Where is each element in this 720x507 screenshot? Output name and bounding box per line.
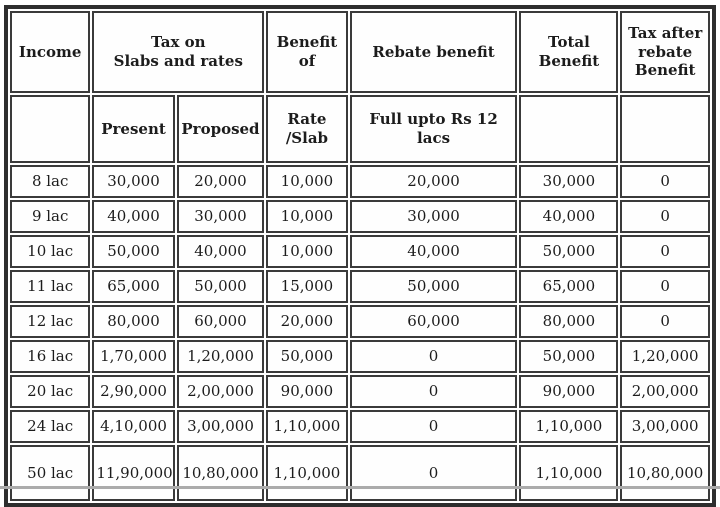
cell-income: 16 lac <box>10 340 91 373</box>
cell-total-benefit: 65,000 <box>519 270 619 303</box>
cell-rebate: 60,000 <box>349 305 518 338</box>
cell-rebate: 30,000 <box>349 200 518 233</box>
cell-rate-slab: 10,000 <box>266 165 348 198</box>
cell-present: 30,000 <box>92 165 175 198</box>
page: Income Tax on Slabs and rates Benefit of… <box>0 5 720 507</box>
cell-present: 50,000 <box>92 235 175 268</box>
col-header-tax-on-slabs: Tax on Slabs and rates <box>92 11 265 93</box>
cell-present: 4,10,000 <box>92 410 175 443</box>
col-header-benefit-of: Benefit of <box>266 11 348 93</box>
col-header-tax-after-rebate: Tax after rebate Benefit <box>620 11 710 93</box>
table-row: 8 lac 30,000 20,000 10,000 20,000 30,000… <box>10 165 710 198</box>
cell-present: 65,000 <box>92 270 175 303</box>
cell-total-benefit: 30,000 <box>519 165 619 198</box>
cell-tax-after: 2,00,000 <box>620 375 710 408</box>
cell-rate-slab: 10,000 <box>266 200 348 233</box>
cell-total-benefit: 50,000 <box>519 235 619 268</box>
cell-tax-after: 0 <box>620 305 710 338</box>
cell-proposed: 3,00,000 <box>176 410 265 443</box>
col-header-income: Income <box>10 11 91 93</box>
col-subheader-income-empty <box>10 95 91 163</box>
cell-proposed: 30,000 <box>176 200 265 233</box>
cell-total-benefit: 1,10,000 <box>519 445 619 501</box>
cell-rebate: 40,000 <box>349 235 518 268</box>
cell-proposed: 50,000 <box>176 270 265 303</box>
cell-total-benefit: 80,000 <box>519 305 619 338</box>
cell-income: 20 lac <box>10 375 91 408</box>
cell-tax-after: 1,20,000 <box>620 340 710 373</box>
col-subheader-rebate-full: Full upto Rs 12 lacs <box>349 95 518 163</box>
cell-present: 80,000 <box>92 305 175 338</box>
col-subheader-rate-slab: Rate /Slab <box>266 95 348 163</box>
cell-proposed: 2,00,000 <box>176 375 265 408</box>
cell-tax-after: 0 <box>620 270 710 303</box>
cell-rebate: 50,000 <box>349 270 518 303</box>
cell-total-benefit: 40,000 <box>519 200 619 233</box>
cell-rate-slab: 1,10,000 <box>266 445 348 501</box>
cell-total-benefit: 90,000 <box>519 375 619 408</box>
header-row-2: Present Proposed Rate /Slab Full upto Rs… <box>10 95 710 163</box>
col-subheader-total-empty <box>519 95 619 163</box>
cell-rate-slab: 50,000 <box>266 340 348 373</box>
cell-rebate: 20,000 <box>349 165 518 198</box>
table-row: 10 lac 50,000 40,000 10,000 40,000 50,00… <box>10 235 710 268</box>
cell-proposed: 20,000 <box>176 165 265 198</box>
cell-income: 12 lac <box>10 305 91 338</box>
cell-present: 1,70,000 <box>92 340 175 373</box>
cell-rebate: 0 <box>349 445 518 501</box>
col-header-rebate-benefit: Rebate benefit <box>349 11 518 93</box>
cell-present: 11,90,000 <box>92 445 175 501</box>
cell-tax-after: 10,80,000 <box>620 445 710 501</box>
cell-tax-after: 0 <box>620 165 710 198</box>
header-row-1: Income Tax on Slabs and rates Benefit of… <box>10 11 710 93</box>
cell-tax-after: 3,00,000 <box>620 410 710 443</box>
cell-proposed: 60,000 <box>176 305 265 338</box>
cell-rebate: 0 <box>349 375 518 408</box>
col-subheader-present: Present <box>92 95 175 163</box>
cell-proposed: 1,20,000 <box>176 340 265 373</box>
cell-income: 11 lac <box>10 270 91 303</box>
cell-present: 2,90,000 <box>92 375 175 408</box>
table-row: 12 lac 80,000 60,000 20,000 60,000 80,00… <box>10 305 710 338</box>
cell-income: 50 lac <box>10 445 91 501</box>
cell-rebate: 0 <box>349 340 518 373</box>
cell-proposed: 10,80,000 <box>176 445 265 501</box>
page-bottom-edge <box>0 486 720 489</box>
cell-tax-after: 0 <box>620 235 710 268</box>
cell-rate-slab: 20,000 <box>266 305 348 338</box>
cell-rate-slab: 15,000 <box>266 270 348 303</box>
cell-present: 40,000 <box>92 200 175 233</box>
cell-proposed: 40,000 <box>176 235 265 268</box>
table-row: 20 lac 2,90,000 2,00,000 90,000 0 90,000… <box>10 375 710 408</box>
cell-income: 9 lac <box>10 200 91 233</box>
cell-income: 10 lac <box>10 235 91 268</box>
table-row: 50 lac 11,90,000 10,80,000 1,10,000 0 1,… <box>10 445 710 501</box>
tax-benefit-table: Income Tax on Slabs and rates Benefit of… <box>8 9 712 503</box>
cell-rate-slab: 10,000 <box>266 235 348 268</box>
cell-income: 8 lac <box>10 165 91 198</box>
cell-total-benefit: 1,10,000 <box>519 410 619 443</box>
cell-tax-after: 0 <box>620 200 710 233</box>
table-row: 16 lac 1,70,000 1,20,000 50,000 0 50,000… <box>10 340 710 373</box>
table-row: 24 lac 4,10,000 3,00,000 1,10,000 0 1,10… <box>10 410 710 443</box>
tax-table-frame: Income Tax on Slabs and rates Benefit of… <box>4 5 716 507</box>
cell-rate-slab: 1,10,000 <box>266 410 348 443</box>
cell-income: 24 lac <box>10 410 91 443</box>
col-header-total-benefit: Total Benefit <box>519 11 619 93</box>
table-row: 9 lac 40,000 30,000 10,000 30,000 40,000… <box>10 200 710 233</box>
cell-rebate: 0 <box>349 410 518 443</box>
cell-rate-slab: 90,000 <box>266 375 348 408</box>
table-row: 11 lac 65,000 50,000 15,000 50,000 65,00… <box>10 270 710 303</box>
cell-total-benefit: 50,000 <box>519 340 619 373</box>
col-subheader-proposed: Proposed <box>176 95 265 163</box>
col-subheader-tax-after-empty <box>620 95 710 163</box>
